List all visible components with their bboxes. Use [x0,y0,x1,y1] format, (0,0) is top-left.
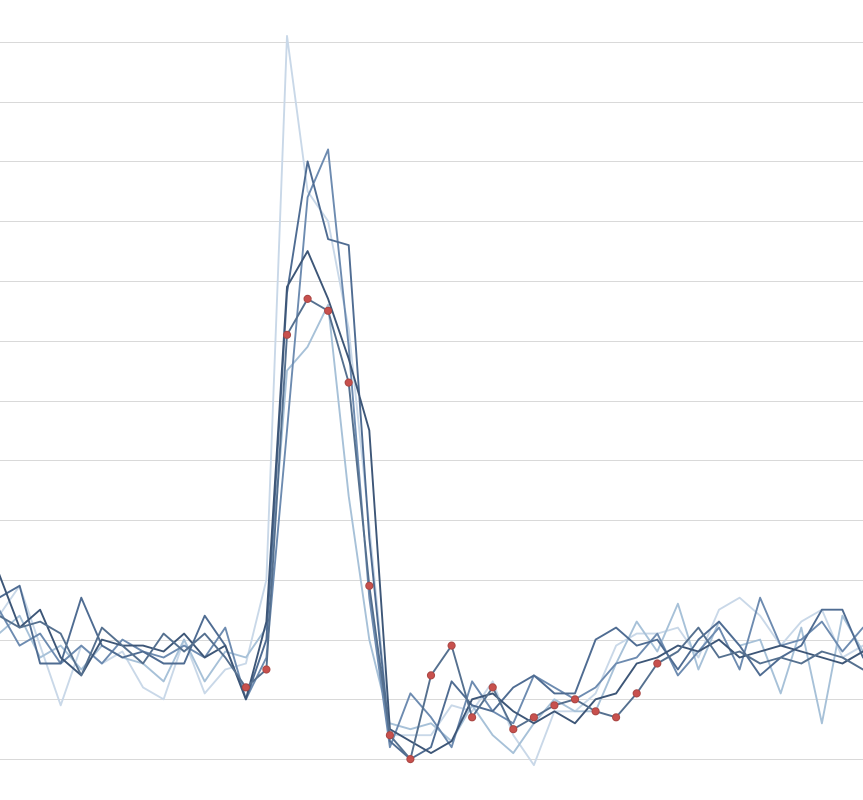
highlight-point-20 [406,755,415,764]
highlight-point-24 [488,683,497,692]
series-line-3 [0,303,863,755]
highlight-point-29 [591,707,600,716]
highlight-point-15 [303,294,312,303]
highlight-point-17 [344,378,353,387]
series-lines [0,34,863,767]
highlight-point-13 [262,665,271,674]
series-line-1 [0,160,863,761]
highlight-point-32 [653,659,662,668]
highlight-markers [241,294,662,764]
highlight-point-28 [570,695,580,704]
series-line-2 [0,148,863,749]
highlight-point-19 [385,731,394,740]
highlight-point-30 [612,713,621,722]
series-line-4 [0,34,863,767]
highlight-point-21 [426,671,436,680]
gridlines [0,42,863,760]
highlight-point-22 [447,641,456,650]
highlight-point-31 [632,689,641,698]
highlight-point-12 [241,683,250,692]
series-line-0 [0,250,863,755]
highlight-point-16 [324,306,333,315]
highlight-point-27 [550,701,559,710]
series-line-5 [0,297,863,761]
highlight-point-23 [468,713,477,722]
highlight-point-18 [365,581,374,590]
highlight-point-26 [529,713,539,722]
highlight-point-25 [509,725,518,734]
highlight-point-14 [282,330,292,339]
